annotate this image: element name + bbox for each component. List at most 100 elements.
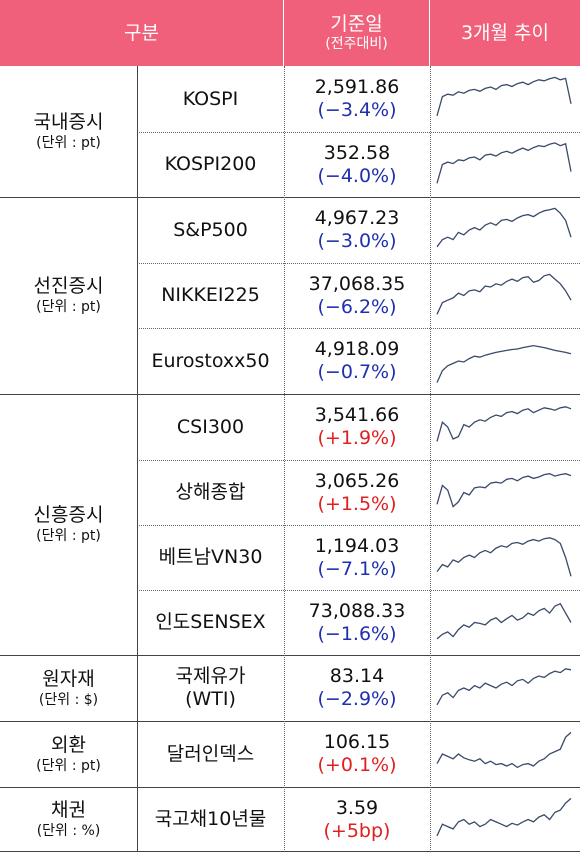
column-divider [284,66,285,852]
index-value: 3,065.26 [314,469,400,492]
value-cell: 83.14 (−2.9%) [284,655,430,721]
row-separator [137,132,580,133]
header-base-date-sub: (전주대비) [325,36,388,52]
value-cell: 3,065.26 (+1.5%) [284,460,430,525]
value-cell: 4,967.23 (−3.0%) [284,197,430,263]
trend-sparkline [436,142,572,184]
group-unit: (단위 : pt) [36,757,101,774]
header-divider [283,0,284,66]
index-value: 106.15 [323,731,391,753]
sparkline-path [436,344,572,383]
index-name: 상해종합 [175,481,246,503]
group-name: 원자재 [42,667,95,690]
sparkline-path [436,142,572,184]
value-cell: 4,918.09 (−0.7%) [284,328,430,394]
row-separator [137,263,580,264]
trend-sparkline [436,406,572,442]
index-change: (+5bp) [323,819,391,842]
group-cell: 국내증시 (단위 : pt) [0,66,137,197]
header-category-label: 구분 [124,22,159,44]
index-value: 352.58 [323,141,391,164]
sparkline-path [436,731,572,769]
column-divider [137,66,138,852]
trend-sparkline [436,668,572,706]
index-value: 37,068.35 [308,272,406,295]
trend-sparkline [436,207,572,248]
index-name: KOSPI [182,87,239,110]
group-separator [0,721,580,722]
index-change: (−1.6%) [317,622,397,645]
group-cell: 선진증시 (단위 : pt) [0,197,137,394]
group-name: 채권 [51,799,86,821]
group-unit: (단위 : pt) [36,528,101,544]
trend-sparkline [436,76,572,116]
index-change: (+0.1%) [317,754,397,776]
index-value: 4,918.09 [314,338,400,360]
header-base-date: 기준일 (전주대비) [284,0,429,66]
index-name: 국제유가 [175,665,246,687]
index-change: (−3.0%) [317,230,397,252]
index-cell: KOSPI [137,66,284,132]
index-cell: 국제유가 (WTI) [137,655,284,721]
group-name: 선진증시 [33,275,104,297]
value-cell: 3,541.66 (+1.9%) [284,394,430,460]
sparkline-path [436,76,572,116]
row-separator [137,590,580,591]
index-cell: S&P500 [137,197,284,263]
group-separator [0,655,580,656]
value-cell: 37,068.35 (−6.2%) [284,263,430,328]
group-unit: (단위 : pt) [36,135,101,151]
index-cell: 상해종합 [137,460,284,525]
value-cell: 106.15 (+0.1%) [284,721,430,787]
row-separator [137,328,580,329]
index-name: NIKKEI225 [161,284,260,306]
group-name: 외환 [51,733,86,756]
sparkline-path [436,602,572,640]
value-cell: 2,591.86 (−3.4%) [284,66,430,132]
group-separator [0,197,580,198]
index-value: 3,541.66 [314,404,400,426]
header-trend-label: 3개월 추이 [460,22,550,44]
index-cell: 달러인덱스 [137,721,284,787]
header-category: 구분 [0,0,283,66]
group-cell: 신흥증시 (단위 : pt) [0,394,137,655]
header-base-date-label: 기준일 [330,13,383,35]
row-separator [137,525,580,526]
index-value: 73,088.33 [308,599,406,622]
index-value: 83.14 [329,665,385,687]
sparkline-path [436,406,572,442]
group-separator [0,394,580,395]
index-name: (WTI) [185,688,236,710]
header-trend: 3개월 추이 [430,0,580,66]
index-change: (+1.9%) [317,427,397,449]
column-divider [430,66,431,852]
value-cell: 73,088.33 (−1.6%) [284,590,430,655]
index-change: (−6.2%) [317,295,397,318]
group-name: 신흥증시 [33,504,104,526]
value-cell: 1,194.03 (−7.1%) [284,525,430,590]
index-cell: Eurostoxx50 [137,328,284,394]
trend-sparkline [436,602,572,640]
trend-sparkline [436,473,572,508]
trend-sparkline [436,344,572,383]
value-cell: 3.59 (+5bp) [284,787,430,852]
trend-sparkline [436,797,572,837]
group-cell: 채권 (단위 : %) [0,787,137,852]
trend-sparkline [436,537,572,577]
sparkline-path [436,473,572,508]
index-value: 4,967.23 [314,207,400,229]
index-name: S&P500 [173,218,248,241]
index-value: 2,591.86 [314,76,400,98]
group-unit: (단위 : %) [36,823,101,839]
index-name: Eurostoxx50 [151,349,270,372]
value-cell: 352.58 (−4.0%) [284,132,430,197]
index-change: (−4.0%) [317,164,397,187]
sparkline-path [436,537,572,577]
group-cell: 외환 (단위 : pt) [0,721,137,787]
index-change: (−3.4%) [317,99,397,121]
index-value: 3.59 [335,796,379,819]
index-name: 국고채10년물 [154,808,267,830]
trend-sparkline [436,273,572,315]
index-name: CSI300 [176,415,245,438]
